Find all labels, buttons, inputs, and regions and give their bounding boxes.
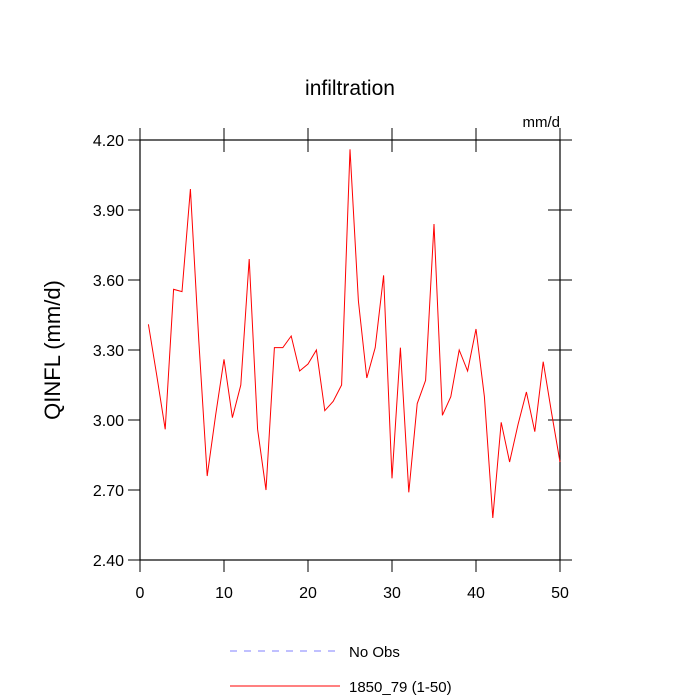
chart-title: infiltration — [305, 77, 395, 100]
x-tick-label: 0 — [136, 585, 145, 602]
data-line — [147, 149, 561, 519]
x-tick-label: 20 — [299, 585, 317, 602]
y-tick-label: 3.00 — [93, 413, 124, 430]
legend-label: No Obs — [349, 644, 400, 661]
units-label: mm/d — [523, 114, 561, 131]
x-tick-label: 50 — [551, 585, 569, 602]
y-tick-label: 2.40 — [93, 553, 124, 570]
plot-frame — [139, 139, 561, 561]
y-tick-label: 3.90 — [93, 203, 124, 220]
x-tick-label: 40 — [467, 585, 485, 602]
y-axis-title: QINFL (mm/d) — [40, 280, 65, 420]
legend-label: 1850_79 (1-50) — [349, 679, 452, 696]
y-tick-label: 4.20 — [93, 133, 124, 150]
x-tick-label: 10 — [215, 585, 233, 602]
y-tick-label: 3.60 — [93, 273, 124, 290]
y-tick-label: 3.30 — [93, 343, 124, 360]
x-tick-label: 30 — [383, 585, 401, 602]
y-tick-label: 2.70 — [93, 483, 124, 500]
